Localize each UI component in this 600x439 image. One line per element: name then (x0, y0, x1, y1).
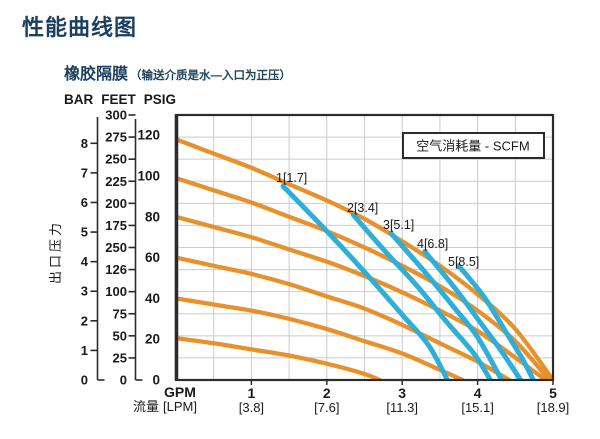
air-curve-label-5: 5[8.5] (448, 255, 479, 269)
chart-curves (176, 137, 553, 380)
medium-note: （输送介质是水—入口为正压） (130, 70, 292, 82)
gpm-tick-label: 2 (323, 385, 331, 401)
feet-tick-label: 225 (105, 174, 127, 189)
feet-tick-label: 200 (105, 196, 127, 211)
gpm-tick-label: 5 (549, 385, 557, 401)
air-curve-label-4: 4[6.8] (417, 237, 448, 251)
psig-tick-label: 40 (145, 291, 160, 306)
chart-frame (174, 113, 555, 382)
legend: 空气消耗量 - SCFM (402, 132, 545, 159)
lpm-tick-label: [11.3] (386, 400, 418, 415)
psig-tick-label: 120 (137, 128, 160, 143)
lpm-tick-label: [3.8] (239, 400, 264, 415)
psig-tick-label: 0 (152, 373, 160, 388)
performance-curve-3 (176, 214, 548, 380)
chart-subtitle: 橡胶隔膜 （输送介质是水—入口为正压） (64, 60, 291, 84)
lpm-tick-label: [15.1] (461, 400, 494, 415)
legend-label: 空气消耗量 - SCFM (416, 139, 529, 154)
feet-tick-label: 300 (105, 108, 127, 123)
air-consumption-curve-3 (388, 230, 505, 380)
legend-box (402, 132, 545, 159)
lpm-tick-label: [18.9] (537, 400, 570, 415)
gpm-tick-label: 4 (474, 385, 482, 401)
pressure-units-header: BAR FEET PSIG (64, 92, 176, 107)
page-title: 性能曲线图 (22, 15, 138, 40)
diaphragm-material-label: 橡胶隔膜 (64, 66, 129, 83)
unit-bar-label: BAR (64, 92, 94, 107)
x-axis-unit-gpm: GPM (164, 384, 196, 400)
feet-tick-label: 275 (105, 130, 127, 145)
bar-tick-label: 6 (81, 195, 88, 210)
air-consumption-curve-1 (280, 183, 450, 380)
bar-tick-label: 0 (81, 373, 88, 388)
air-consumption-curve-4 (422, 248, 524, 380)
air-curve-labels: 1[1.7] 2[3.4] 3[5.1]4[6.8]5[8.5] (276, 171, 479, 269)
x-axis-flow-label: 流量 (133, 399, 159, 414)
air-curve-label-3: 3[5.1] (383, 218, 414, 232)
bar-tick-label: 5 (81, 225, 88, 240)
bar-tick-label: 7 (81, 165, 88, 180)
feet-tick-label: 250 (105, 240, 127, 255)
gpm-tick-label: 3 (398, 385, 406, 401)
psig-tick-label: 80 (145, 209, 160, 224)
bar-tick-label: 2 (81, 313, 88, 328)
chart-axes: 8765432103002752502252001752501261007550… (81, 108, 570, 416)
feet-tick-label: 250 (105, 152, 127, 167)
air-curve-label-2: 2[3.4] (347, 201, 378, 215)
air-curve-label-1: 1[1.7] (276, 171, 307, 185)
bar-tick-label: 3 (81, 284, 88, 299)
performance-curve-2 (176, 175, 552, 380)
performance-curve-6 (176, 336, 382, 380)
unit-feet-label: FEET (101, 92, 136, 107)
air-consumption-curve-5 (456, 263, 536, 380)
feet-tick-label: 126 (105, 262, 127, 277)
lpm-tick-label: [7.6] (314, 400, 339, 415)
feet-tick-label: 25 (113, 350, 127, 365)
unit-psig-label: PSIG (143, 92, 177, 107)
performance-curve-4 (176, 255, 512, 380)
bar-tick-label: 8 (81, 136, 88, 151)
bar-tick-label: 4 (81, 254, 89, 269)
feet-tick-label: 175 (105, 218, 127, 233)
feet-tick-label: 100 (105, 284, 127, 299)
bar-tick-label: 1 (81, 343, 88, 358)
psig-tick-label: 100 (137, 168, 160, 183)
feet-tick-label: 0 (120, 373, 127, 388)
performance-curve-5 (176, 296, 465, 380)
feet-tick-label: 50 (113, 328, 127, 343)
gpm-tick-label: 1 (248, 385, 256, 401)
air-consumption-curve-2 (350, 212, 493, 380)
psig-tick-label: 60 (145, 250, 160, 265)
x-axis-unit-lpm: [LPM] (163, 399, 197, 414)
psig-tick-label: 20 (145, 332, 160, 347)
feet-tick-label: 75 (113, 306, 127, 321)
